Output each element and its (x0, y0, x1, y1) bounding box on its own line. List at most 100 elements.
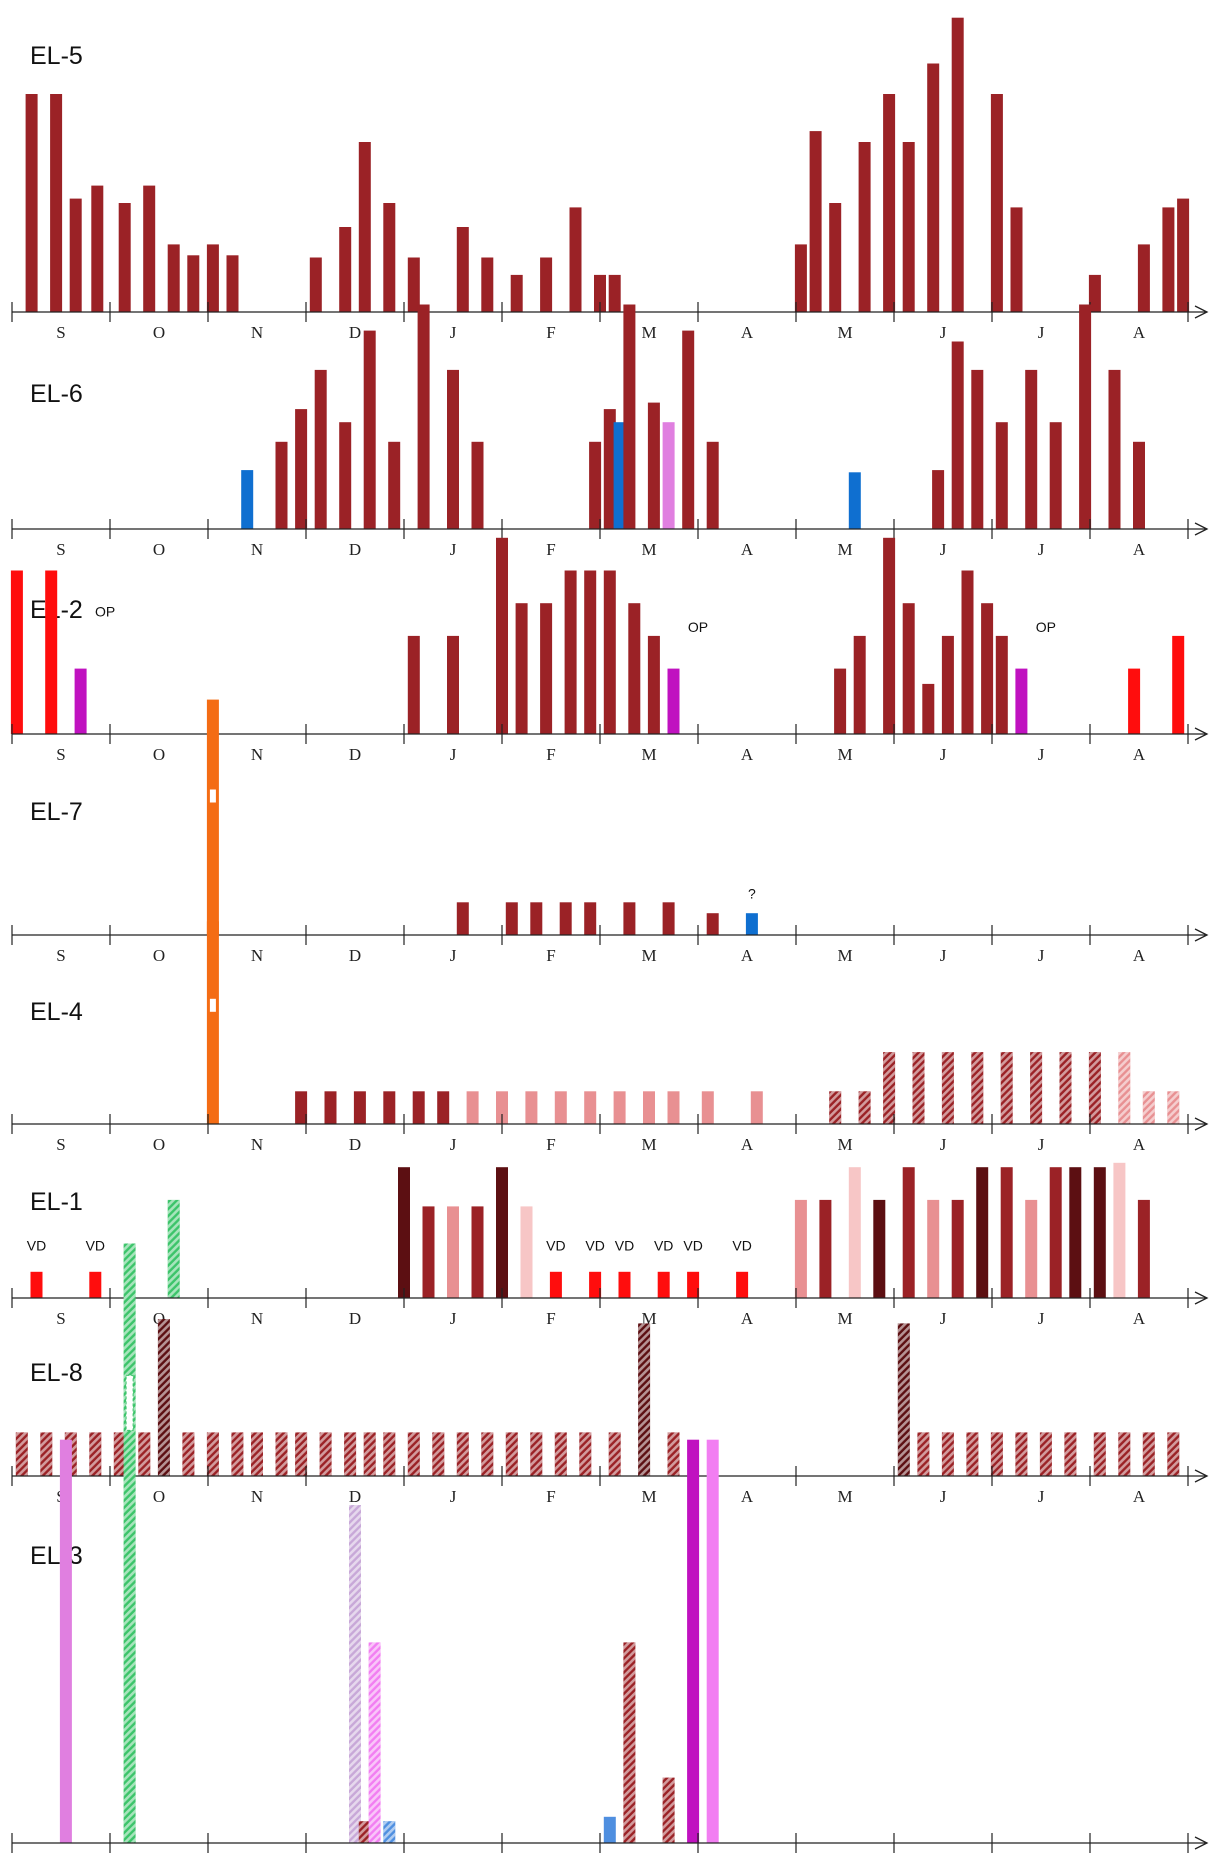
bar (687, 1271, 700, 1298)
bar (848, 472, 861, 529)
x-tick-label: J (450, 540, 457, 559)
x-tick-label: J (940, 745, 947, 764)
bar (951, 1199, 964, 1298)
bar (608, 274, 621, 312)
bar (206, 699, 219, 935)
x-tick-label: N (251, 1854, 263, 1858)
bar (902, 1167, 915, 1298)
bar-hatch (1142, 1432, 1155, 1476)
x-tick-label: O (153, 1854, 165, 1858)
x-tick-label: J (1038, 745, 1045, 764)
bar-hatch (1088, 1052, 1101, 1124)
bar (951, 341, 964, 529)
bar-hatch (157, 1319, 170, 1476)
bar-hatch (667, 1432, 680, 1476)
bar (706, 913, 719, 935)
bar (628, 603, 641, 734)
x-tick-label: N (251, 745, 263, 764)
annotation-label: VD (27, 1237, 46, 1253)
bar (941, 635, 954, 734)
x-tick-label: A (1133, 946, 1146, 965)
x-tick-label: J (940, 1487, 947, 1506)
bar (206, 244, 219, 312)
bar (922, 683, 935, 734)
panel: EL-4 S O N D J F M A M J J A (11, 921, 1209, 1154)
x-tick-label: M (641, 1135, 656, 1154)
bar (1088, 274, 1101, 312)
bar (520, 1206, 533, 1298)
bar-hatch (368, 1642, 381, 1843)
x-tick-label: S (56, 540, 65, 559)
bar-hatch (638, 1323, 651, 1476)
bar (1015, 668, 1028, 734)
bar (74, 668, 87, 734)
bar (187, 255, 200, 312)
x-tick-label: S (56, 323, 65, 342)
bar (1172, 635, 1185, 734)
bar (10, 570, 23, 734)
bar (883, 537, 896, 734)
bar-hatch (1118, 1432, 1131, 1476)
bar (584, 1091, 597, 1124)
bar (883, 94, 896, 312)
bar (594, 274, 606, 312)
bar (1137, 244, 1150, 312)
bar (466, 1091, 479, 1124)
x-tick-label: D (349, 745, 361, 764)
annotation-label: VD (654, 1237, 673, 1253)
bar-hatch (206, 1432, 219, 1476)
bar (471, 1206, 484, 1298)
x-tick-label: F (546, 1487, 555, 1506)
x-tick-label: A (1133, 1854, 1146, 1858)
bar-break (208, 997, 217, 1013)
bar (1025, 1199, 1038, 1298)
x-tick-label: M (641, 745, 656, 764)
bar-hatch (231, 1432, 244, 1476)
bar-hatch (858, 1091, 871, 1124)
bar (540, 603, 553, 734)
bar (358, 142, 371, 312)
bar (417, 304, 430, 529)
bar (927, 1199, 940, 1298)
bar (226, 255, 239, 312)
bar-break (208, 788, 217, 804)
x-tick-label: D (349, 540, 361, 559)
bar (706, 441, 719, 529)
bar (30, 1271, 43, 1298)
x-tick-label: J (450, 745, 457, 764)
bar (623, 902, 636, 935)
x-tick-label: J (940, 540, 947, 559)
x-axis-arrow (1194, 1117, 1209, 1131)
bar (657, 1271, 670, 1298)
bar-hatch (1064, 1432, 1077, 1476)
bar-hatch (182, 1432, 195, 1476)
bar (383, 1091, 396, 1124)
x-tick-label: M (641, 1309, 656, 1328)
bar (407, 257, 420, 312)
bar (309, 257, 322, 312)
x-tick-label: A (741, 1309, 754, 1328)
bar-hatch (456, 1432, 469, 1476)
bar-hatch (1167, 1091, 1180, 1124)
x-tick-label: S (56, 1854, 65, 1858)
bar (1093, 1167, 1106, 1298)
panel: EL-2OPOPOPSONDJFMAMJJA (10, 537, 1209, 764)
x-axis-arrow (1194, 1291, 1209, 1305)
x-tick-label: M (641, 540, 656, 559)
bar (662, 422, 675, 529)
x-tick-label: M (837, 946, 852, 965)
bar-hatch (917, 1432, 930, 1476)
bar (559, 902, 572, 935)
bar (510, 274, 523, 312)
x-tick-label: D (349, 1487, 361, 1506)
bar-hatch (897, 1323, 910, 1476)
bar (662, 902, 675, 935)
x-tick-label: F (546, 540, 555, 559)
bar (927, 63, 940, 312)
x-tick-label: M (837, 540, 852, 559)
bar (339, 227, 352, 312)
bar-hatch (1039, 1432, 1052, 1476)
x-tick-label: A (1133, 1487, 1146, 1506)
bar (167, 244, 180, 312)
